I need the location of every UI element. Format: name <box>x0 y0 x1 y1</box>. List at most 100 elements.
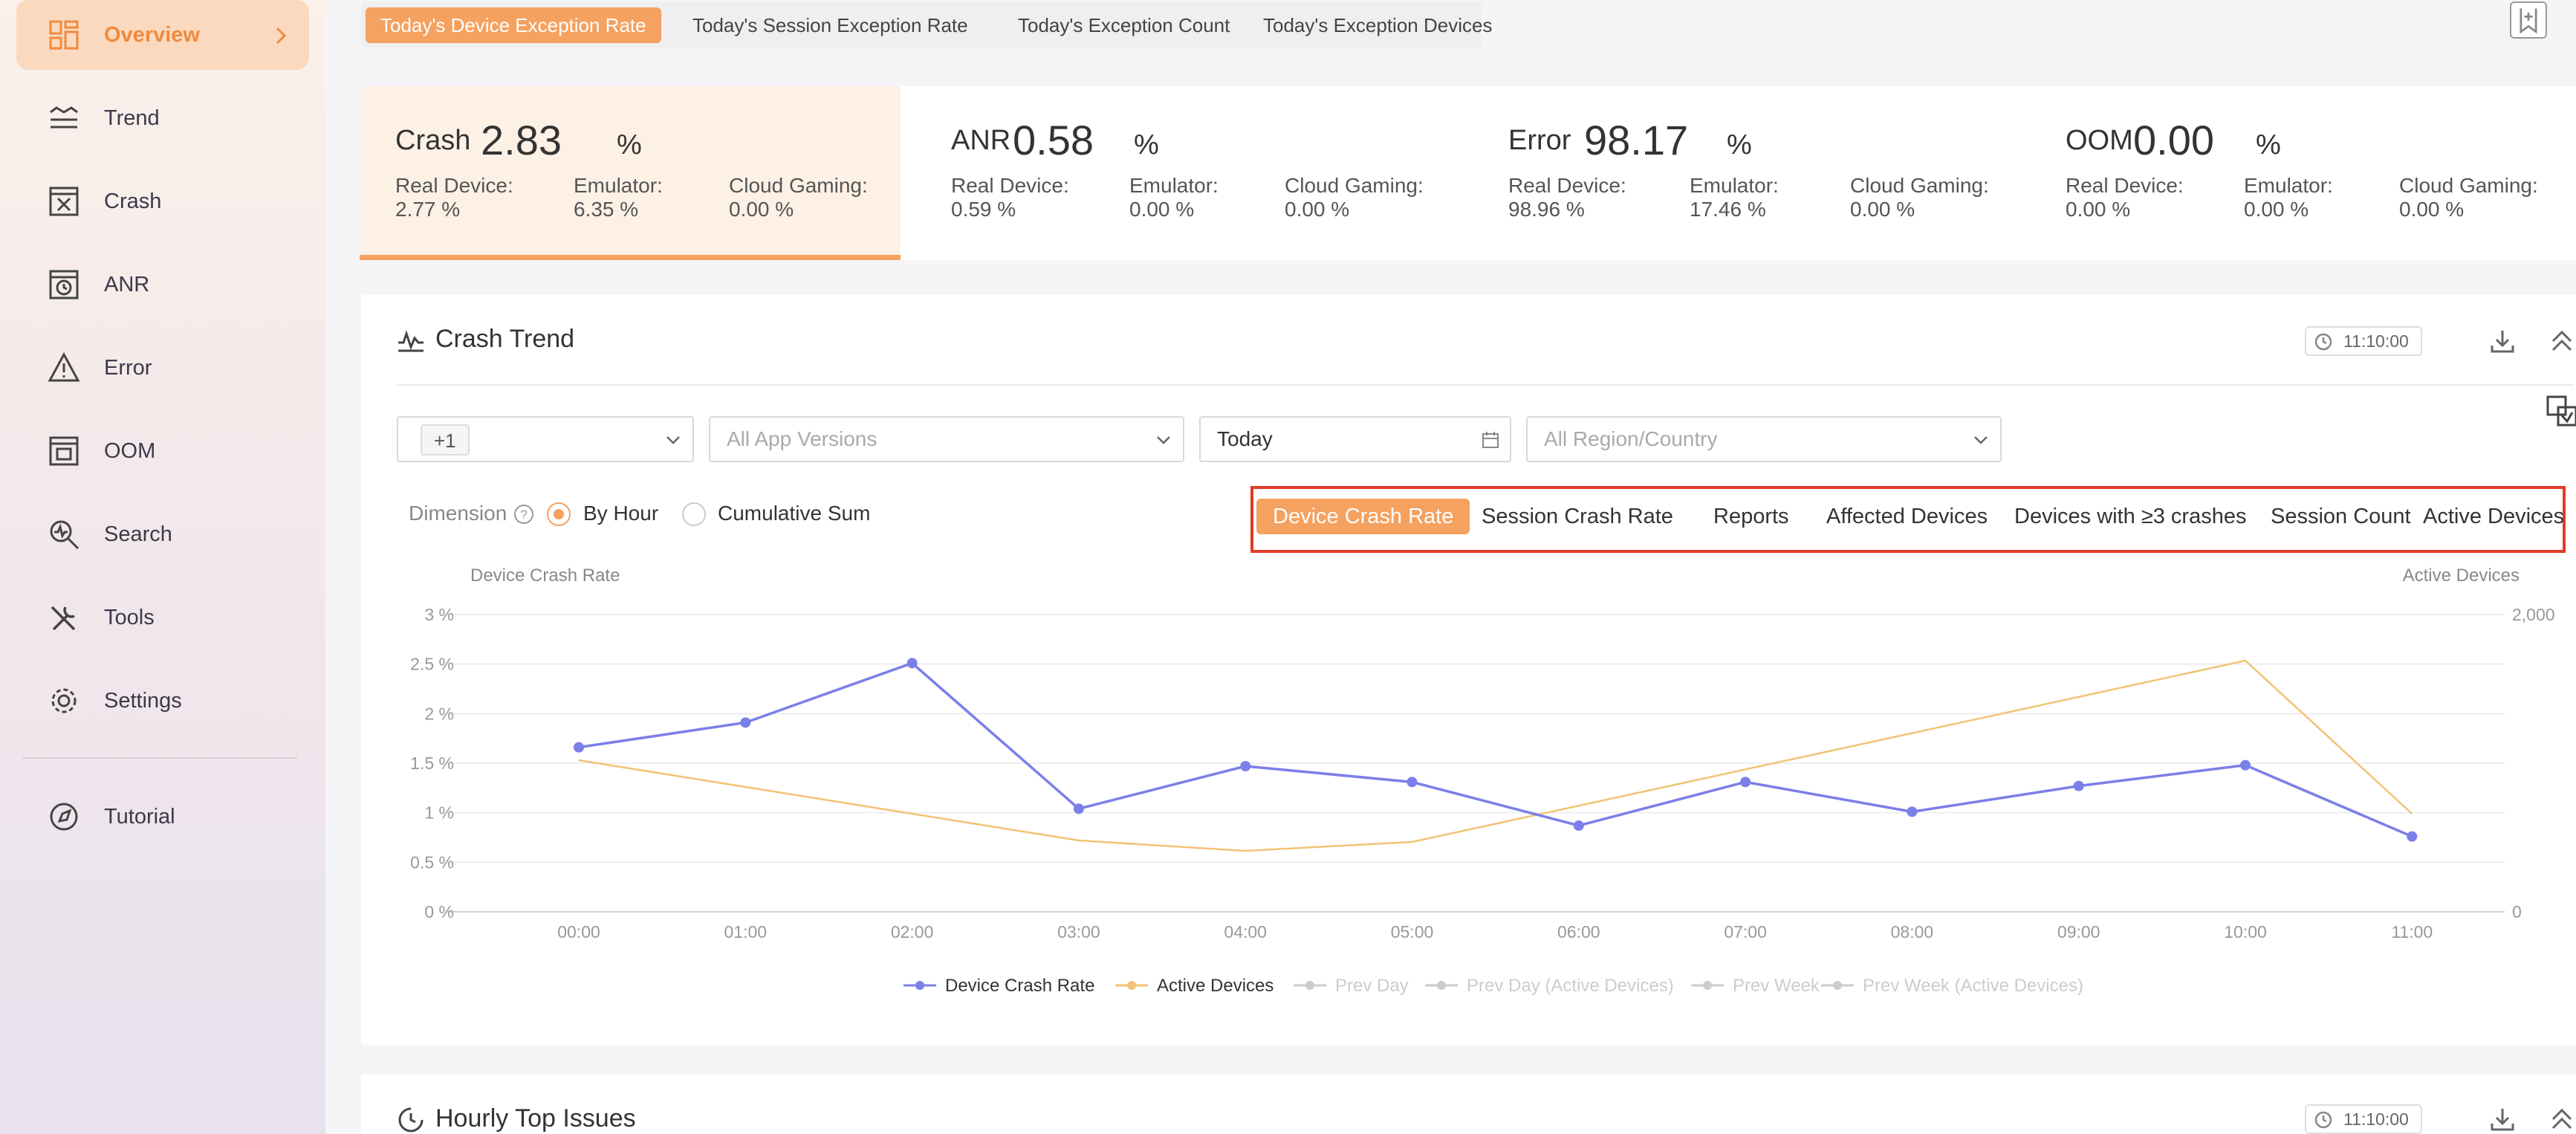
history-icon <box>2314 333 2332 351</box>
y-tick-label-right: 2,000 <box>2512 605 2555 624</box>
download-icon[interactable] <box>2488 326 2517 356</box>
platform-select[interactable]: +1 <box>397 416 694 462</box>
sidebar-item-tools[interactable]: Tools <box>16 583 309 652</box>
cloud-gaming-value: 0.00 % <box>2399 198 2465 221</box>
collapse-icon[interactable] <box>2547 1104 2576 1134</box>
sidebar-item-label: Search <box>104 522 172 546</box>
error-icon <box>48 351 80 382</box>
pulse-chart-icon <box>398 330 424 352</box>
tab-device-exception-rate[interactable]: Today's Device Exception Rate <box>366 7 661 43</box>
date-picker[interactable]: Today <box>1199 416 1511 462</box>
platform-count-pill: +1 <box>421 424 470 456</box>
emulator-label: Emulator: <box>1129 174 1219 197</box>
history-icon <box>2314 1111 2332 1129</box>
help-glyph: ? <box>520 508 527 522</box>
calendar-icon <box>1482 432 1499 448</box>
real-device-value: 2.77 % <box>395 198 461 221</box>
tab-session-exception-rate[interactable]: Today's Session Exception Rate <box>692 14 968 36</box>
emulator-label: Emulator: <box>574 174 663 197</box>
cloud-gaming-label: Cloud Gaming: <box>729 174 868 197</box>
sidebar-item-crash[interactable]: Crash <box>16 166 309 236</box>
top-issues-icon <box>398 1107 424 1133</box>
sidebar-item-trend[interactable]: Trend <box>16 83 309 153</box>
stat-oom[interactable]: OOM 0.00 % Real Device: 0.00 % Emulator:… <box>2031 86 2576 260</box>
stat-error[interactable]: Error 98.17 % Real Device: 98.96 % Emula… <box>1474 86 2015 260</box>
metric-tab-session-crash-rate[interactable]: Session Crash Rate <box>1482 505 1673 528</box>
collapse-icon[interactable] <box>2547 326 2576 356</box>
refresh-time: 11:10:00 <box>2343 331 2409 351</box>
metric-tab-active-devices[interactable]: Active Devices <box>2423 505 2565 528</box>
y-tick-label: 2 % <box>424 704 454 723</box>
sidebar-item-overview[interactable]: Overview <box>16 0 309 70</box>
hourly-top-issues-title: Hourly Top Issues <box>435 1104 636 1133</box>
sidebar-item-error[interactable]: Error <box>16 333 309 403</box>
tools-icon <box>51 606 76 631</box>
translate-icon[interactable] <box>2546 395 2576 427</box>
series-line-device-crash-rate <box>578 661 2413 838</box>
radio-by-hour-label[interactable]: By Hour <box>583 502 659 525</box>
stat-value: 98.17 <box>1584 117 1689 163</box>
chart-legend: Device Crash Rate Active Devices Prev Day P… <box>903 976 2083 996</box>
crash-trend-title: Crash Trend <box>435 325 575 353</box>
emulator-value: 17.46 % <box>1690 198 1766 221</box>
bookmark-button[interactable] <box>2510 1 2547 39</box>
refresh-time: 11:10:00 <box>2343 1109 2409 1129</box>
region-select[interactable]: All Region/Country <box>1526 416 2002 462</box>
stat-crash[interactable]: Crash 2.83 % Real Device: 2.77 % Emulato… <box>360 86 901 260</box>
x-tick-label: 01:00 <box>724 922 768 942</box>
sidebar-divider <box>22 757 297 759</box>
settings-icon <box>51 688 77 713</box>
stat-anr[interactable]: ANR 0.58 % Real Device: 0.59 % Emulator:… <box>917 86 1458 260</box>
y-axis-title-right: Active Devices <box>2403 566 2520 586</box>
app-version-placeholder: All App Versions <box>727 427 877 450</box>
metric-tab-session-count[interactable]: Session Count <box>2271 505 2411 528</box>
real-device-value: 0.59 % <box>951 198 1016 221</box>
legend-marker <box>1437 981 1446 990</box>
sidebar-item-anr[interactable]: ANR <box>16 250 309 320</box>
real-device-label: Real Device: <box>395 174 513 197</box>
stat-name: Crash <box>395 125 471 156</box>
metric-tab-reports[interactable]: Reports <box>1713 505 1789 528</box>
stat-value: 0.00 <box>2133 117 2214 163</box>
metric-tabs: Device Crash Rate Session Crash Rate Rep… <box>1250 486 2566 553</box>
refresh-time-badge[interactable]: 11:10:00 <box>2305 1104 2422 1134</box>
cloud-gaming-value: 0.00 % <box>729 198 794 221</box>
chevron-down-icon <box>666 436 680 444</box>
x-tick-label: 11:00 <box>2391 922 2433 942</box>
region-placeholder: All Region/Country <box>1544 427 1718 450</box>
sidebar-item-search[interactable]: Search <box>16 499 309 569</box>
sidebar-item-oom[interactable]: OOM <box>16 416 309 486</box>
radio-cumulative-label[interactable]: Cumulative Sum <box>718 502 871 525</box>
radio-cumulative-sum[interactable] <box>682 502 706 526</box>
data-point-device-crash-rate <box>906 658 918 669</box>
x-tick-label: 07:00 <box>1724 922 1767 942</box>
app-version-select[interactable]: All App Versions <box>709 416 1184 462</box>
data-point-device-crash-rate <box>2407 831 2418 842</box>
stat-unit: % <box>2256 129 2281 161</box>
y-tick-label: 3 % <box>424 605 454 624</box>
radio-by-hour[interactable] <box>547 502 571 526</box>
emulator-label: Emulator: <box>2244 174 2333 197</box>
legend-marker <box>915 981 924 990</box>
metric-tab-devices-3-crashes[interactable]: Devices with ≥3 crashes <box>2014 505 2247 528</box>
stat-value: 0.58 <box>1013 117 1094 163</box>
y-tick-label: 0.5 % <box>410 852 454 872</box>
search-icon <box>50 520 80 550</box>
sidebar-item-tutorial[interactable]: Tutorial <box>16 782 309 852</box>
help-icon[interactable]: ? <box>513 503 535 525</box>
metric-tab-affected-devices[interactable]: Affected Devices <box>1826 505 1988 528</box>
tab-exception-count[interactable]: Today's Exception Count <box>1018 14 1230 36</box>
overview-icon <box>49 20 79 50</box>
sidebar-item-label: OOM <box>104 438 156 463</box>
x-tick-label: 06:00 <box>1557 922 1600 942</box>
refresh-time-badge[interactable]: 11:10:00 <box>2305 326 2422 356</box>
download-icon[interactable] <box>2488 1104 2517 1134</box>
x-tick-label: 02:00 <box>891 922 934 942</box>
bookmark-add-icon <box>2520 8 2537 34</box>
real-device-label: Real Device: <box>951 174 1069 197</box>
x-tick-label: 03:00 <box>1057 922 1100 942</box>
legend-label: Prev Week (Active Devices) <box>1863 976 2083 996</box>
metric-tab-device-crash-rate[interactable]: Device Crash Rate <box>1256 499 1470 534</box>
sidebar-item-settings[interactable]: Settings <box>16 666 309 736</box>
tab-exception-devices[interactable]: Today's Exception Devices <box>1263 14 1493 36</box>
